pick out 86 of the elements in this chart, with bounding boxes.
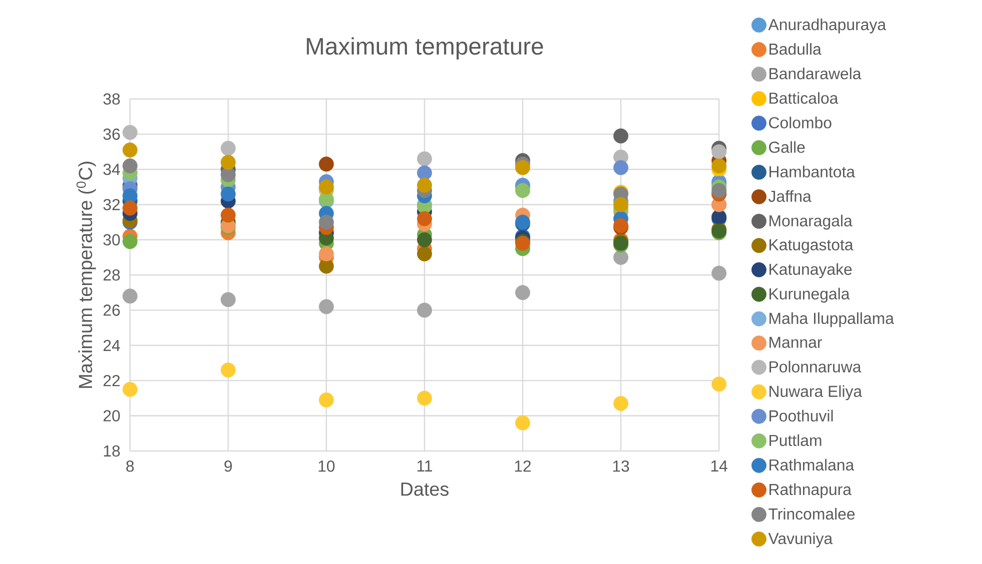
legend-label: Katunayake	[770, 263, 852, 278]
y-tick-label: 26	[104, 304, 120, 316]
legend-label: Trincomalee	[768, 508, 855, 520]
point	[712, 158, 727, 174]
point	[417, 302, 432, 318]
point	[122, 200, 138, 216]
y-tick-label: 22	[104, 375, 120, 386]
legend-label: Katugastota	[770, 239, 854, 254]
point	[122, 288, 138, 304]
point	[712, 266, 727, 281]
x-tick-label: 11	[417, 460, 432, 472]
y-tick-label: 32	[103, 198, 120, 210]
point	[318, 299, 334, 314]
legend-label: Rathmalana	[770, 458, 854, 471]
point	[220, 208, 236, 223]
point	[613, 250, 628, 265]
point	[712, 144, 727, 160]
point	[417, 178, 432, 193]
point	[613, 197, 628, 212]
x-tick-label: 13	[613, 460, 629, 472]
legend-label: Badulla	[770, 43, 822, 55]
point	[417, 390, 432, 406]
legend-label: Kurunegala	[770, 288, 850, 303]
legend-label: Nuwara Eliya	[770, 385, 862, 400]
point	[318, 246, 334, 262]
point	[318, 214, 334, 230]
y-tick-label: 18	[104, 445, 120, 457]
legend-label: Maha Iluppallama	[770, 312, 894, 328]
point	[122, 158, 138, 174]
legend-label: Galle	[769, 141, 805, 153]
legend-label: Vavuniya	[768, 532, 833, 548]
point	[613, 160, 628, 176]
point	[122, 142, 138, 158]
legend-label: Colombo	[769, 116, 832, 128]
legend-label: Hambantota	[770, 166, 856, 178]
point	[417, 165, 432, 180]
y-tick-label: 24	[104, 340, 120, 351]
y-tick-label: 28	[104, 269, 120, 281]
point	[220, 292, 236, 308]
y-tick-label: 30	[103, 234, 120, 246]
point	[417, 211, 432, 226]
y-tick-label: 34	[103, 164, 120, 176]
legend-label: Jaffna	[768, 190, 812, 202]
point	[712, 376, 727, 392]
x-axis-title: Dates	[401, 482, 449, 496]
x-tick-label: 10	[318, 460, 335, 472]
point	[220, 362, 236, 378]
point	[318, 258, 334, 274]
x-tick-label: 9	[224, 460, 232, 472]
y-tick-label: 20	[104, 410, 120, 422]
point	[613, 396, 628, 411]
point	[220, 154, 236, 170]
y-axis-title: Maximum temperature ($^{0}$C)	[76, 162, 96, 388]
x-tick-label: 12	[515, 460, 531, 472]
x-tick-label: 14	[711, 460, 728, 472]
point	[220, 186, 236, 202]
y-tick-label: 36	[103, 128, 120, 140]
legend-label: Puttlam	[770, 434, 822, 446]
point	[122, 234, 138, 250]
legend-label: Bandarawela	[770, 68, 862, 80]
point	[122, 382, 138, 397]
point	[318, 156, 334, 172]
point	[712, 183, 727, 198]
point	[515, 415, 530, 430]
legend-label: Rathnapura	[770, 483, 852, 498]
point	[613, 128, 628, 144]
point	[515, 183, 530, 198]
point	[318, 392, 334, 408]
point	[122, 124, 138, 140]
legend-label: Anuradhapuraya	[768, 18, 886, 34]
chart-title: Maximum temperature	[306, 37, 543, 60]
point	[417, 246, 432, 262]
legend-label: Polonnaruwa	[770, 360, 862, 372]
point	[515, 160, 530, 176]
legend-label: Poothuvil	[770, 410, 833, 422]
x-tick-label: 8	[126, 460, 134, 472]
point	[220, 167, 236, 182]
legend-label: Batticaloa	[770, 92, 838, 104]
legend-label: Monaragala	[770, 214, 852, 230]
point	[220, 140, 236, 156]
y-tick-label: 38	[103, 93, 120, 105]
point	[122, 188, 138, 204]
point	[417, 232, 432, 248]
point	[417, 151, 432, 166]
legend-label: Mannar	[770, 336, 822, 348]
point	[515, 285, 530, 300]
